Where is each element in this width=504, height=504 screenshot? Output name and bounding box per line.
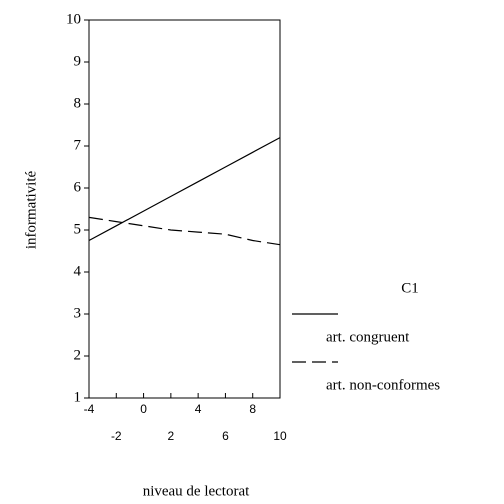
- y-axis-label: informativité: [23, 171, 39, 250]
- x-axis-label: niveau de lectorat: [143, 483, 250, 499]
- y-tick-label: 6: [74, 179, 82, 195]
- y-tick-label: 2: [74, 347, 82, 363]
- y-tick-label: 8: [74, 95, 82, 111]
- y-tick-label: 4: [74, 263, 82, 279]
- legend-title: C1: [401, 280, 419, 296]
- y-tick-label: 1: [74, 389, 82, 405]
- series-line: [88, 137, 281, 242]
- x-tick-label: -2: [111, 429, 122, 443]
- x-tick-label: 6: [222, 429, 229, 443]
- y-tick-label: 3: [74, 305, 82, 321]
- y-tick-label: 10: [66, 11, 81, 27]
- series-line: [88, 216, 281, 246]
- x-tick-label: 4: [195, 402, 202, 416]
- x-tick-label: -4: [84, 402, 95, 416]
- legend-label: art. non-conformes: [326, 377, 440, 393]
- y-tick-label: 5: [74, 221, 82, 237]
- plot-frame: [88, 19, 281, 399]
- y-tick-label: 7: [74, 137, 82, 153]
- x-tick-label: 0: [140, 402, 147, 416]
- legend-label: art. congruent: [326, 329, 410, 345]
- x-tick-label: 2: [168, 429, 175, 443]
- x-tick-label: 10: [273, 429, 287, 443]
- y-tick-label: 9: [74, 53, 82, 69]
- x-tick-label: 8: [249, 402, 256, 416]
